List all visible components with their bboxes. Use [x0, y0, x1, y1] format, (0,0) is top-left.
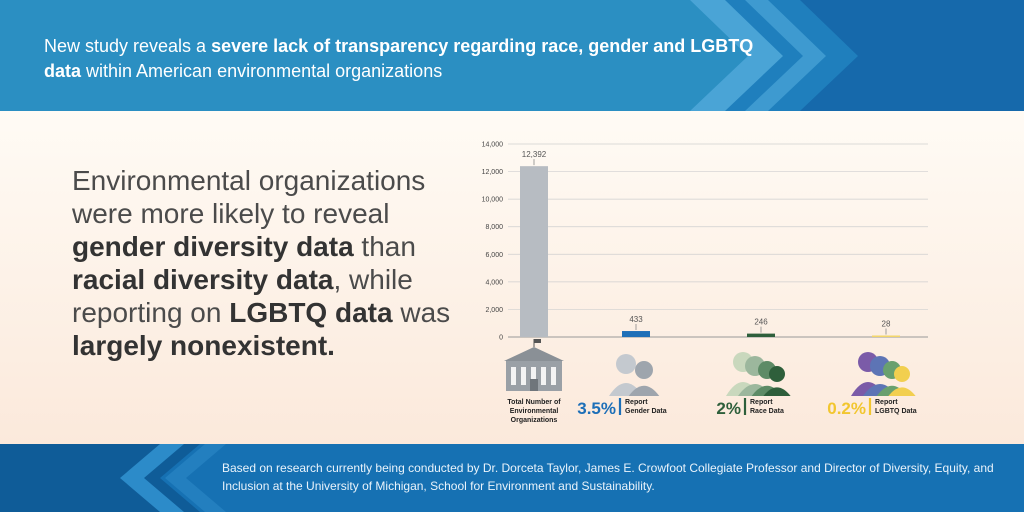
flag: [534, 339, 541, 343]
y-tick-label: 0: [499, 335, 503, 342]
door: [530, 379, 538, 391]
bar: [520, 166, 548, 337]
bar: [872, 335, 900, 337]
y-tick-label: 12,000: [482, 169, 504, 176]
category-label: LGBTQ Data: [875, 408, 917, 415]
y-tick-label: 14,000: [482, 142, 504, 149]
head: [769, 366, 785, 382]
shoulders: [763, 387, 791, 396]
bottom-banner: [0, 444, 1024, 512]
category-label: Environmental: [510, 408, 559, 415]
category-label: Gender Data: [625, 408, 667, 415]
data-label: 246: [754, 318, 768, 327]
y-tick-label: 8,000: [485, 224, 503, 231]
percentage-label: 2%: [716, 399, 741, 418]
column: [531, 367, 536, 385]
roof: [504, 347, 564, 361]
chevron-decoration: [0, 0, 1024, 111]
head: [635, 361, 653, 379]
category-label: Report: [750, 399, 773, 406]
chevron-decoration-left: [0, 444, 1024, 512]
data-label: 12,392: [522, 150, 547, 159]
category-label: Report: [625, 399, 648, 406]
y-tick-label: 10,000: [482, 197, 504, 204]
key-finding-statement: Environmental organizations were more li…: [72, 165, 451, 361]
category-label: Organizations: [511, 417, 558, 424]
headline: New study reveals a severe lack of trans…: [44, 36, 754, 81]
bar: [622, 331, 650, 337]
percentage-label: 0.2%: [827, 399, 866, 418]
race-silhouettes-icon: [726, 352, 791, 396]
shoulders: [628, 385, 660, 396]
gender-silhouettes-icon: [609, 354, 660, 396]
column: [551, 367, 556, 385]
bar-chart: 0 2,000 4,000 6,000 8,000 10,000 12,000 14,000 1…: [482, 142, 928, 424]
column: [511, 367, 516, 385]
building-icon: [504, 339, 564, 391]
data-label: 28: [882, 320, 891, 329]
head: [894, 366, 910, 382]
y-tick-label: 2,000: [485, 307, 503, 314]
bar: [747, 333, 775, 337]
percentage-label: 3.5%: [577, 399, 616, 418]
category-label: Report: [875, 399, 898, 406]
category-label: Total Number of: [507, 399, 561, 406]
category-label: Race Data: [750, 408, 784, 415]
column: [541, 367, 546, 385]
lgbtq-silhouettes-icon: [851, 352, 916, 396]
y-tick-label: 6,000: [485, 252, 503, 259]
source-footnote: Based on research currently being conduc…: [222, 461, 994, 493]
data-label: 433: [629, 315, 643, 324]
column: [521, 367, 526, 385]
head: [616, 354, 636, 374]
shoulders: [888, 387, 916, 396]
top-banner: [0, 0, 1024, 111]
y-tick-label: 4,000: [485, 279, 503, 286]
